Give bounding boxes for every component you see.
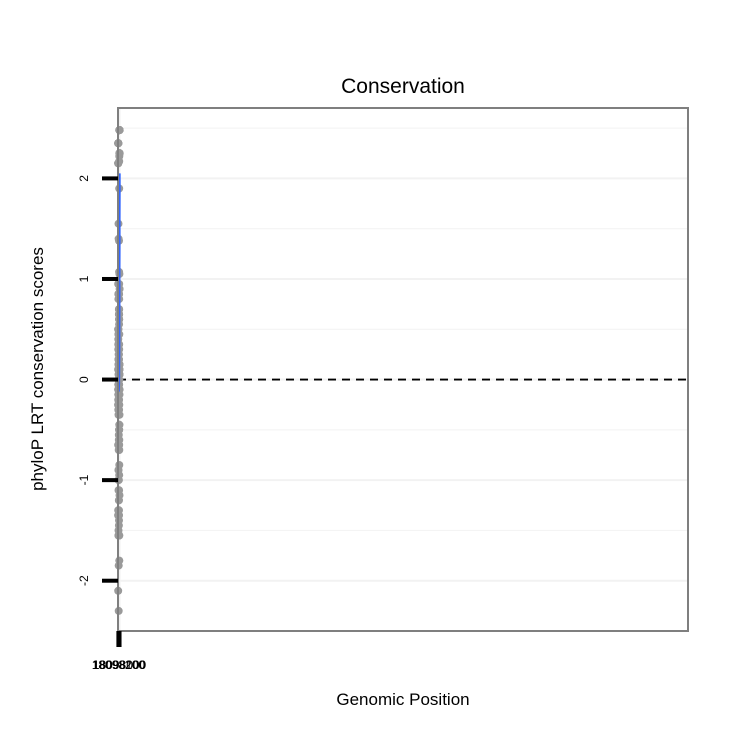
data-point [115,400,124,409]
y-tick-label: -1 [77,474,91,485]
y-tick-label: -2 [77,575,91,586]
data-point [115,435,124,444]
plot-panel [118,108,688,631]
x-axis-title: Genomic Position [336,690,469,709]
y-tick-label: 0 [77,376,91,383]
x-tick-label: 18098200 [92,658,146,672]
data-point [115,461,124,469]
data-point [115,410,124,419]
y-tick-label: 2 [77,175,91,182]
data-point [115,126,124,135]
data-point [115,149,124,158]
panel-border [117,107,689,632]
data-point [115,420,124,429]
data-point [115,471,124,480]
x-tick-label: 18098000 [93,658,147,672]
y-tick-label: 1 [77,275,91,282]
data-point [115,556,124,565]
data-point [115,531,124,540]
y-axis: -2 -1 0 1 2 [77,175,118,586]
chart-title: Conservation [341,75,465,98]
data-point [115,446,124,454]
y-axis-title: phyloP LRT conservation scores [28,247,47,491]
x-tick-label: 18098100 [92,658,146,672]
data-point [115,491,124,500]
